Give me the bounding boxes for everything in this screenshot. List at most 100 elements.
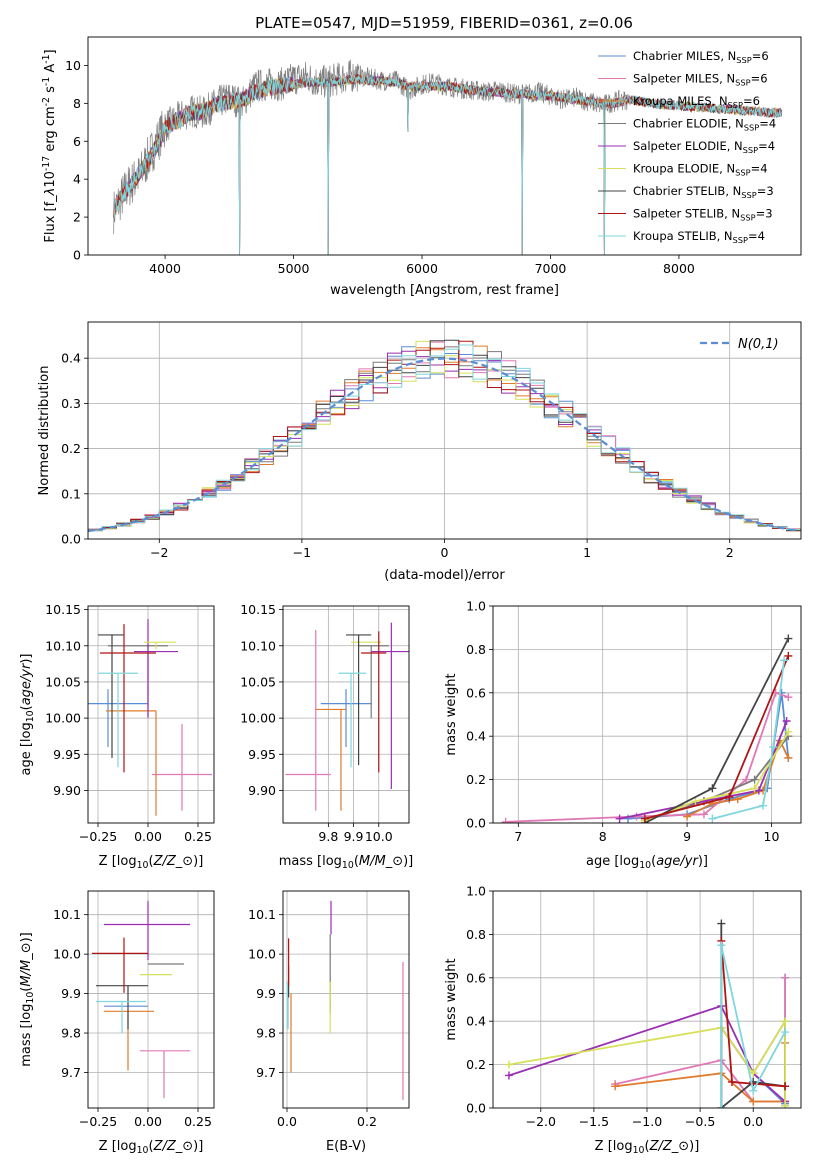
age_vs_Z-y-axis-label: age [log10​(age/yr)] xyxy=(19,653,36,775)
weight_vs_Z-x-axis-label: Z [log10​(Z/Z_⊙)] xyxy=(595,1139,700,1156)
y-tick-label: 10.15 xyxy=(45,602,81,617)
y-tick-label: 6 xyxy=(73,134,81,149)
errorbar-point xyxy=(98,634,124,758)
weight-marker xyxy=(750,784,759,793)
y-tick-label: 0.4 xyxy=(466,729,486,744)
age_vs_mass-x-axis-label: mass [log10​(M/M_⊙)] xyxy=(279,854,414,871)
x-tick-label: 0.0 xyxy=(277,1114,297,1129)
weight-marker xyxy=(782,717,791,726)
x-tick-label: −2.0 xyxy=(526,1114,556,1129)
y-tick-label: 9.7 xyxy=(256,1065,276,1080)
weight-marker xyxy=(749,1086,758,1095)
legend-label: Kroupa STELIB, NSSP​=4 xyxy=(633,229,765,245)
errorbar-point xyxy=(144,641,176,650)
weight_vs_age-plot-area: 7 8 9 10 0.0 0.2 0.4 0.6 0.8 1.0 age [log10​(age/y… xyxy=(444,599,802,871)
y-tick-label: 0.8 xyxy=(466,927,486,942)
errorbar-point xyxy=(338,672,367,768)
weight-marker xyxy=(759,801,768,810)
gaussian-curve xyxy=(88,357,799,533)
mass_vs_ebv-plot-area: 0.0 0.2 9.7 9.8 9.9 10.0 10.1 E(B-V) xyxy=(248,890,410,1154)
residuals-legend: N(0,1) xyxy=(700,337,779,352)
weight-line xyxy=(712,660,785,820)
errorbar-point xyxy=(315,708,346,811)
x-tick-label: 5000 xyxy=(278,261,310,276)
age_vs_Z-x-axis-label: Z [log10​(Z/Z_⊙)] xyxy=(99,854,204,871)
age_vs_mass-plot-area: 9.8 9.9 10.0 9.90 9.95 10.00 10.05 10.10 10.15 ma… xyxy=(240,602,414,871)
weight-marker xyxy=(691,797,700,806)
weight-marker xyxy=(504,1060,513,1069)
errorbar-point xyxy=(88,689,148,748)
weight_vs_Z-marks xyxy=(493,891,801,1108)
weight-marker xyxy=(781,1082,790,1091)
spectrum-model-line xyxy=(113,74,783,255)
spectrum-panel: 4000 5000 6000 7000 8000 0 2 4 6 8 10 wavelength [A… xyxy=(41,36,802,298)
weight-marker xyxy=(640,814,649,823)
weight-marker xyxy=(784,693,793,702)
y-tick-label: 10.1 xyxy=(53,907,81,922)
spectrum-y-axis-label: Flux [f_λ10-17​ erg cm-2​ s-1​ A-1​] xyxy=(41,49,58,242)
y-tick-label: 1.0 xyxy=(466,884,486,899)
x-tick-label: −1 xyxy=(293,545,311,560)
age-vs-metallicity-panel: −0.25 0.00 0.25 9.90 9.95 10.00 10.05 10.10 10.1… xyxy=(19,602,215,871)
y-tick-label: 0.0 xyxy=(61,532,81,547)
y-tick-label: 9.90 xyxy=(53,783,81,798)
weight-line xyxy=(508,1004,786,1103)
x-tick-label: 0.00 xyxy=(134,1114,162,1129)
errorbar-point xyxy=(371,622,409,790)
y-tick-label: 10.05 xyxy=(240,674,276,689)
weight-marker xyxy=(749,1097,758,1106)
spectrum-plot-area: 4000 5000 6000 7000 8000 0 2 4 6 8 10 wavelength [A… xyxy=(41,36,802,298)
x-tick-label: 0.25 xyxy=(184,1114,212,1129)
y-tick-label: 8 xyxy=(73,96,81,111)
x-tick-label: −0.25 xyxy=(79,829,117,844)
y-tick-label: 9.9 xyxy=(61,986,81,1001)
weight-series xyxy=(615,717,791,823)
y-tick-label: 10.00 xyxy=(240,711,276,726)
errorbar-point xyxy=(106,710,157,816)
residuals-y-axis-label: Normed distribution xyxy=(37,366,52,496)
residuals-panel: −2 −1 0 1 2 0.0 0.1 0.2 0.3 0.4 (data-model)/error… xyxy=(37,321,802,583)
y-tick-label: 2 xyxy=(73,210,81,225)
x-tick-label: 9.9 xyxy=(344,829,364,844)
y-tick-label: 0.2 xyxy=(466,772,486,787)
y-tick-label: 0.2 xyxy=(466,1057,486,1072)
y-tick-label: 9.7 xyxy=(61,1065,81,1080)
weight-series xyxy=(708,656,789,823)
age-vs-mass-panel: 9.8 9.9 10.0 9.90 9.95 10.00 10.05 10.10 10.15 ma… xyxy=(240,602,414,871)
mass_vs_ebv-frame xyxy=(282,890,410,1109)
x-tick-label: 9.8 xyxy=(318,829,338,844)
x-tick-label: −2 xyxy=(150,545,168,560)
weight-marker xyxy=(781,1017,790,1026)
weight-series xyxy=(640,651,793,823)
weight-marker xyxy=(727,1077,736,1086)
errorbar-point xyxy=(134,619,178,717)
y-tick-label: 1.0 xyxy=(466,599,486,614)
errorbar-point xyxy=(140,1050,190,1099)
spectrum-frame xyxy=(87,36,802,256)
legend-label: Chabrier STELIB, NSSP​=3 xyxy=(633,184,774,200)
y-tick-label: 9.9 xyxy=(256,986,276,1001)
weight-marker xyxy=(780,656,789,665)
x-tick-label: 2 xyxy=(726,545,734,560)
mass-vs-ebv-panel: 0.0 0.2 9.7 9.8 9.9 10.0 10.1 E(B-V) xyxy=(248,890,410,1154)
y-tick-label: 0.6 xyxy=(466,685,486,700)
errorbar-point xyxy=(100,624,156,773)
mass-vs-metallicity-panel: −0.25 0.00 0.25 9.7 9.8 9.9 10.0 10.1 Z [log10​(… xyxy=(19,890,215,1156)
weight-marker xyxy=(611,1082,620,1091)
y-tick-label: 0.8 xyxy=(466,642,486,657)
weight-marker xyxy=(733,795,742,804)
spectrum-data-line xyxy=(113,59,628,235)
mass_vs_ebv-x-axis-label: E(B-V) xyxy=(326,1139,366,1154)
errorbar-point xyxy=(96,1000,146,1034)
x-tick-label: 0.25 xyxy=(184,829,212,844)
weight-marker xyxy=(769,743,778,752)
errorbar-point xyxy=(104,900,190,961)
weight-marker xyxy=(501,817,510,823)
weight-marker xyxy=(615,814,624,823)
mass_vs_Z-x-axis-label: Z [log10​(Z/Z_⊙)] xyxy=(99,1139,204,1156)
y-tick-label: 0.0 xyxy=(466,1101,486,1116)
mass_vs_Z-marks xyxy=(88,891,214,1108)
y-tick-label: 10.10 xyxy=(45,638,81,653)
y-tick-label: 0.3 xyxy=(61,396,81,411)
residuals-plot-area: −2 −1 0 1 2 0.0 0.1 0.2 0.3 0.4 (data-model)/error… xyxy=(37,321,802,583)
